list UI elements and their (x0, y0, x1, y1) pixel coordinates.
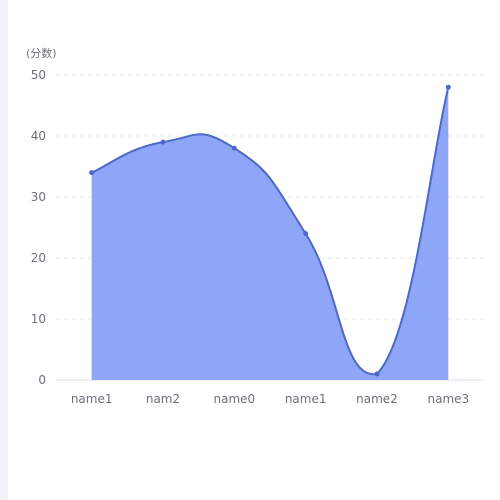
x-tick-label: name3 (427, 392, 469, 406)
data-point (231, 145, 237, 151)
data-point (303, 231, 309, 237)
x-tick-label: name1 (285, 392, 327, 406)
y-tick-label: 40 (31, 129, 46, 143)
y-tick-label: 0 (38, 373, 46, 387)
y-tick-label: 50 (31, 68, 46, 82)
left-sidebar-strip (0, 0, 8, 500)
y-axis-unit-label: (分数) (26, 47, 57, 60)
y-tick-label: 30 (31, 190, 46, 204)
x-tick-label: name1 (71, 392, 113, 406)
x-tick-label: name0 (213, 392, 255, 406)
data-point (445, 84, 451, 90)
x-tick-label: nam2 (146, 392, 180, 406)
data-point (89, 170, 95, 176)
series-area (91, 87, 449, 380)
data-point (160, 139, 166, 145)
data-point (374, 371, 380, 377)
y-tick-label: 20 (31, 251, 46, 265)
x-tick-label: name2 (356, 392, 398, 406)
y-tick-label: 10 (31, 312, 46, 326)
